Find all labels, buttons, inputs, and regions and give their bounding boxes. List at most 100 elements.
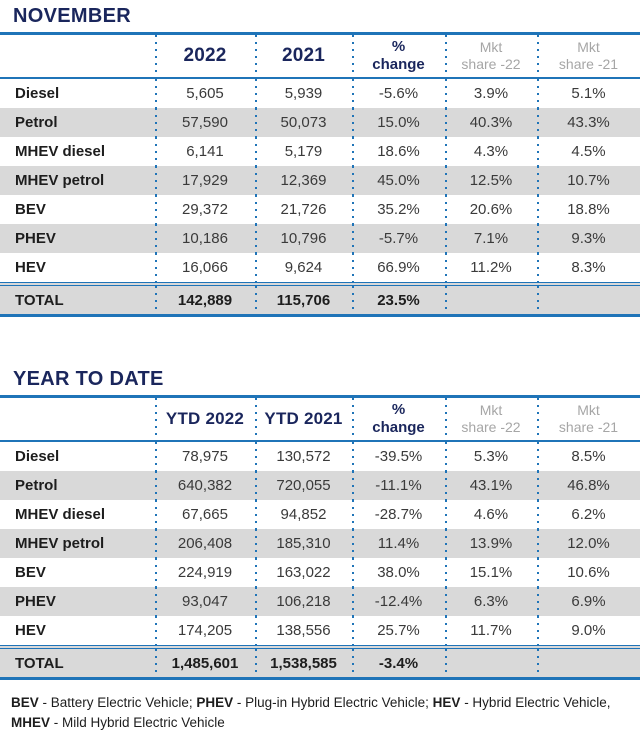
row-label: Petrol: [15, 477, 58, 494]
november-table-body: Diesel 5,605 5,939 -5.6% 3.9% 5.1% Petro…: [0, 79, 640, 314]
cell-2022: 10,186: [155, 224, 255, 253]
pct-change-line2: change: [372, 56, 425, 73]
row-label: MHEV petrol: [15, 172, 105, 189]
cell-ytd-2021: 130,572: [255, 442, 352, 471]
cell-mkt-share-22: 6.3%: [445, 587, 537, 616]
cell-pct-change: -3.4%: [352, 649, 445, 677]
cell-ytd-2022: 67,665: [155, 500, 255, 529]
hev-definition: - Hybrid Electric Vehicle,: [460, 695, 611, 710]
table-row-mhev-petrol: MHEV petrol 206,408 185,310 11.4% 13.9% …: [0, 529, 640, 558]
cell-ytd-2021: 1,538,585: [255, 649, 352, 677]
mkt-share-22-line1: Mkt: [479, 402, 503, 419]
cell-pct-change: 18.6%: [352, 137, 445, 166]
cell-mkt-share-22: 13.9%: [445, 529, 537, 558]
cell-mkt-share-21: 5.1%: [537, 79, 640, 108]
col-header-ytd-2022: YTD 2022: [155, 398, 255, 440]
col-header-pct-change: % change: [352, 398, 445, 440]
cell-2022: 16,066: [155, 253, 255, 282]
footnote-line-1: BEV - Battery Electric Vehicle; PHEV - P…: [11, 693, 628, 713]
year-to-date-title: YEAR TO DATE: [13, 368, 164, 390]
row-label: PHEV: [15, 230, 56, 247]
cell-2021: 5,939: [255, 79, 352, 108]
cell-mkt-share-21: [537, 286, 640, 314]
ytd-table-header: YTD 2022 YTD 2021 % change Mkt share -22…: [0, 398, 640, 442]
corner-cell: [0, 398, 155, 440]
mkt-share-22-line2: share -22: [461, 56, 521, 72]
cell-2022: 17,929: [155, 166, 255, 195]
row-label: Diesel: [15, 85, 60, 102]
cell-ytd-2022: 1,485,601: [155, 649, 255, 677]
cell-pct-change: 23.5%: [352, 286, 445, 314]
row-label: HEV: [15, 259, 46, 276]
cell-pct-change: -28.7%: [352, 500, 445, 529]
table-row-hev: HEV 16,066 9,624 66.9% 11.2% 8.3%: [0, 253, 640, 282]
phev-abbr: PHEV: [196, 695, 234, 710]
cell-ytd-2021: 163,022: [255, 558, 352, 587]
cell-mkt-share-22: 3.9%: [445, 79, 537, 108]
cell-2021: 115,706: [255, 286, 352, 314]
col-header-ytd-2021: YTD 2021: [255, 398, 352, 440]
col-header-mkt-share-22: Mkt share -22: [445, 398, 537, 440]
cell-pct-change: 38.0%: [352, 558, 445, 587]
cell-2022: 5,605: [155, 79, 255, 108]
cell-ytd-2022: 224,919: [155, 558, 255, 587]
mhev-definition: - Mild Hybrid Electric Vehicle: [50, 714, 225, 730]
cell-2022: 57,590: [155, 108, 255, 137]
table-row-total: TOTAL 142,889 115,706 23.5%: [0, 282, 640, 314]
pct-change-line1: %: [391, 401, 406, 418]
table-row-petrol: Petrol 640,382 720,055 -11.1% 43.1% 46.8…: [0, 471, 640, 500]
cell-mkt-share-21: 9.3%: [537, 224, 640, 253]
row-label: TOTAL: [15, 654, 64, 672]
cell-ytd-2021: 720,055: [255, 471, 352, 500]
mhev-abbr: MHEV: [11, 714, 51, 730]
row-label: MHEV diesel: [15, 506, 106, 523]
table-row-phev: PHEV 10,186 10,796 -5.7% 7.1% 9.3%: [0, 224, 640, 253]
november-table-header: 2022 2021 % change Mkt share -22 Mkt sha…: [0, 35, 640, 79]
cell-mkt-share-21: 6.2%: [537, 500, 640, 529]
mkt-share-21-line2: share -21: [558, 56, 619, 72]
cell-pct-change: 45.0%: [352, 166, 445, 195]
cell-2021: 21,726: [255, 195, 352, 224]
mkt-share-21-line1: Mkt: [577, 402, 600, 419]
cell-mkt-share-22: 11.7%: [445, 616, 537, 645]
cell-mkt-share-21: 8.5%: [537, 442, 640, 471]
row-label: Diesel: [15, 448, 60, 465]
cell-ytd-2021: 106,218: [255, 587, 352, 616]
cell-mkt-share-22: [445, 286, 537, 314]
table-row-diesel: Diesel 5,605 5,939 -5.6% 3.9% 5.1%: [0, 79, 640, 108]
cell-2021: 9,624: [255, 253, 352, 282]
abbreviations-footnote: BEV - Battery Electric Vehicle; PHEV - P…: [0, 680, 640, 732]
table-row-total: TOTAL 1,485,601 1,538,585 -3.4%: [0, 645, 640, 677]
november-table: 2022 2021 % change Mkt share -22 Mkt sha…: [0, 32, 640, 317]
cell-2021: 12,369: [255, 166, 352, 195]
table-row-petrol: Petrol 57,590 50,073 15.0% 40.3% 43.3%: [0, 108, 640, 137]
cell-mkt-share-22: [445, 649, 537, 677]
cell-mkt-share-21: [537, 649, 640, 677]
cell-pct-change: 66.9%: [352, 253, 445, 282]
cell-pct-change: 35.2%: [352, 195, 445, 224]
cell-2021: 5,179: [255, 137, 352, 166]
cell-ytd-2021: 94,852: [255, 500, 352, 529]
cell-mkt-share-22: 11.2%: [445, 253, 537, 282]
cell-mkt-share-21: 10.6%: [537, 558, 640, 587]
cell-pct-change: -11.1%: [352, 471, 445, 500]
cell-mkt-share-21: 43.3%: [537, 108, 640, 137]
cell-mkt-share-22: 40.3%: [445, 108, 537, 137]
mkt-share-22-line1: Mkt: [479, 39, 503, 56]
col-header-2021: 2021: [255, 35, 352, 77]
table-row-bev: BEV 29,372 21,726 35.2% 20.6% 18.8%: [0, 195, 640, 224]
row-label: MHEV diesel: [15, 143, 106, 160]
cell-2022: 142,889: [155, 286, 255, 314]
cell-ytd-2022: 174,205: [155, 616, 255, 645]
cell-pct-change: 11.4%: [352, 529, 445, 558]
cell-mkt-share-21: 18.8%: [537, 195, 640, 224]
col-header-mkt-share-21: Mkt share -21: [537, 35, 640, 77]
row-label: Petrol: [15, 114, 58, 131]
cell-ytd-2022: 78,975: [155, 442, 255, 471]
cell-mkt-share-22: 4.6%: [445, 500, 537, 529]
cell-mkt-share-21: 9.0%: [537, 616, 640, 645]
row-label: HEV: [15, 622, 46, 639]
cell-ytd-2022: 93,047: [155, 587, 255, 616]
cell-mkt-share-22: 15.1%: [445, 558, 537, 587]
cell-pct-change: -12.4%: [352, 587, 445, 616]
